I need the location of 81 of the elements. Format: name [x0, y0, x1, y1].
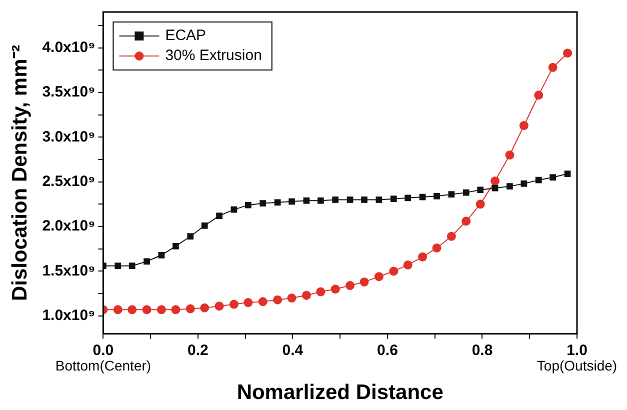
- y-tick-label: 1.5x10⁹: [42, 262, 96, 280]
- y-tick-label: 3.0x10⁹: [42, 128, 96, 146]
- point: [216, 212, 222, 219]
- point: [506, 183, 513, 190]
- point: [171, 305, 180, 314]
- point: [332, 196, 339, 203]
- point: [550, 174, 556, 181]
- y-tick-label: 2.0x10⁹: [42, 218, 96, 235]
- point: [563, 48, 572, 58]
- point: [156, 305, 166, 314]
- point: [477, 186, 484, 194]
- point: [403, 260, 412, 270]
- x-tick-label: 0.0: [92, 342, 114, 359]
- x-tick-label: 0.4: [282, 342, 304, 359]
- point: [346, 196, 354, 203]
- point: [434, 192, 440, 200]
- point: [548, 62, 558, 72]
- point: [505, 150, 514, 160]
- point: [258, 297, 268, 306]
- point: [476, 200, 485, 209]
- point: [418, 252, 428, 262]
- point: [186, 304, 195, 314]
- point: [316, 287, 326, 296]
- x-tick-label: 0.2: [188, 342, 208, 359]
- point: [245, 202, 252, 208]
- point: [200, 303, 210, 312]
- x-axis-title: Nomarlized Distance: [236, 381, 444, 404]
- y-tick-label: 3.5x10⁹: [42, 84, 96, 101]
- y-tick-label: 2.5x10⁹: [42, 172, 96, 190]
- point: [288, 198, 295, 205]
- point: [201, 222, 208, 229]
- point: [330, 284, 340, 294]
- point: [564, 170, 571, 177]
- point: [303, 197, 310, 204]
- point: [144, 258, 150, 265]
- point: [448, 191, 455, 198]
- point: [404, 194, 412, 202]
- point: [376, 196, 382, 203]
- point: [172, 243, 179, 250]
- point: [128, 262, 136, 270]
- point: [229, 300, 238, 309]
- point: [113, 305, 122, 314]
- point: [389, 266, 398, 276]
- point: [534, 90, 544, 100]
- point: [114, 262, 122, 270]
- x-tick-label: 1.0: [566, 342, 588, 359]
- point: [446, 232, 456, 241]
- point: [360, 277, 369, 286]
- point: [490, 176, 500, 186]
- point: [520, 180, 528, 187]
- text: Top(Outside): [536, 358, 618, 374]
- legend-label: ECAP: [165, 27, 206, 44]
- point: [244, 298, 253, 308]
- point: [260, 200, 266, 206]
- point: [346, 281, 355, 290]
- point: [462, 216, 471, 226]
- point: [374, 272, 384, 282]
- y-tick-label: 1.0x10⁹: [42, 307, 96, 324]
- point: [142, 305, 152, 314]
- legend-label: 30% Extrusion: [165, 47, 262, 64]
- text: Bottom(Center): [55, 358, 152, 374]
- point: [187, 233, 194, 240]
- point: [317, 197, 324, 204]
- point: [273, 295, 282, 304]
- x-tick-label: 0.6: [377, 342, 398, 359]
- point: [535, 176, 542, 184]
- point: [128, 305, 137, 314]
- point: [158, 252, 165, 258]
- point: [287, 294, 296, 303]
- x-tick-label: 0.8: [472, 342, 493, 359]
- point: [519, 121, 528, 130]
- point: [390, 196, 397, 202]
- point: [492, 184, 498, 192]
- point: [274, 199, 281, 206]
- y-axis-title: Dislocation Density, mm⁻²: [8, 44, 32, 302]
- point: [462, 189, 470, 196]
- point: [361, 196, 368, 203]
- point: [214, 302, 224, 311]
- point: [302, 290, 311, 300]
- y-tick-label: 4.0x10⁹: [42, 38, 96, 56]
- point: [432, 243, 442, 252]
